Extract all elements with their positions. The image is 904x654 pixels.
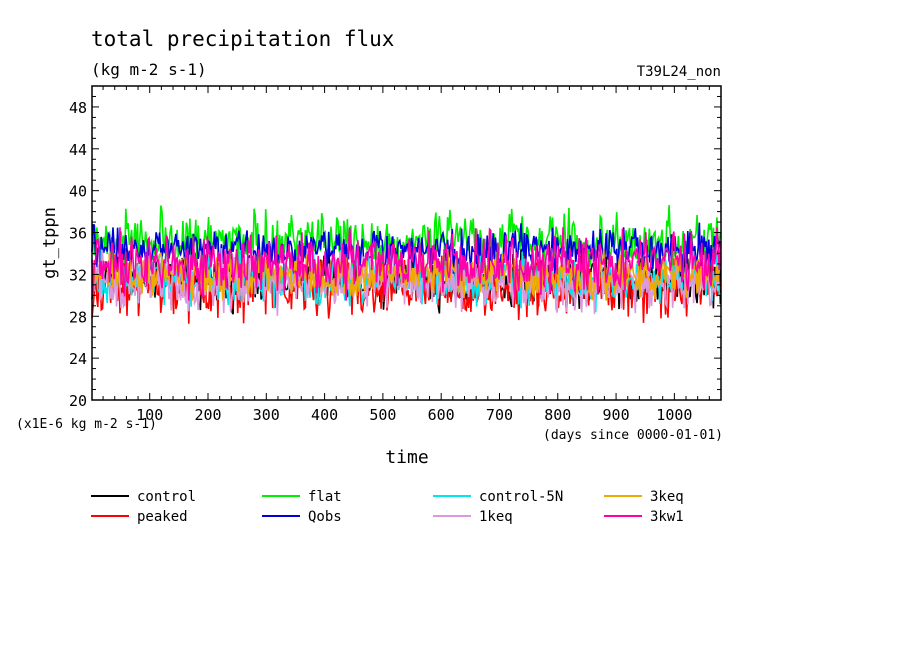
x-tick-label: 900 (603, 406, 630, 424)
legend-item-Qobs: Qobs (262, 509, 342, 525)
legend: control peaked flat Qobs control-5N 1keq 3keq 3… (91, 489, 684, 525)
x-tick-label: 1000 (656, 406, 692, 424)
legend-label: control (137, 489, 196, 505)
x-tick-label: 100 (136, 406, 163, 424)
series-line-flat (91, 205, 722, 275)
legend-label: control-5N (479, 489, 563, 505)
x-tick-label: 500 (369, 406, 396, 424)
series-line-Qobs (91, 222, 721, 278)
legend-item-control-5N: control-5N (433, 489, 563, 505)
legend-item-flat: flat (262, 489, 342, 505)
run-label: T39L24_non (637, 64, 721, 80)
legend-item-3kw1: 3kw1 (604, 509, 684, 525)
x-axis-label: time (385, 447, 428, 468)
legend-item-control: control (91, 489, 196, 505)
y-tick-label: 44 (69, 141, 87, 159)
y-tick-label: 28 (69, 308, 87, 326)
y-tick-label: 40 (69, 183, 87, 201)
y-axis-label: gt_tppn (40, 207, 60, 279)
y-tick-label: 32 (69, 266, 87, 284)
y-tick-label: 24 (69, 350, 87, 368)
x-tick-label: 800 (544, 406, 571, 424)
y-tick-label: 36 (69, 225, 87, 243)
legend-label: Qobs (308, 509, 342, 525)
legend-label: 3keq (650, 489, 684, 505)
x-unit-note: (days since 0000-01-01) (543, 428, 723, 443)
y-tick-label: 48 (69, 99, 87, 117)
series-line-3kw1 (91, 227, 722, 301)
chart-subtitle: (kg m-2 s-1) (91, 60, 207, 79)
tick-layer: 20 24 28 32 36 40 44 48 100 200 300 400 500 600 700 800… (69, 85, 722, 424)
x-tick-label: 700 (486, 406, 513, 424)
x-tick-label: 300 (253, 406, 280, 424)
chart-title: total precipitation flux (91, 27, 394, 51)
legend-item-1keq: 1keq (433, 509, 513, 525)
legend-label: flat (308, 489, 342, 505)
series-line-control-5N (91, 249, 722, 313)
legend-label: 3kw1 (650, 509, 684, 525)
legend-label: peaked (137, 509, 188, 525)
x-tick-label: 400 (311, 406, 338, 424)
x-tick-label: 600 (428, 406, 455, 424)
y-unit-note: (x1E-6 kg m-2 s-1) (16, 417, 157, 432)
legend-label: 1keq (479, 509, 513, 525)
series-layer (91, 205, 722, 324)
legend-item-3keq: 3keq (604, 489, 684, 505)
legend-item-peaked: peaked (91, 509, 188, 525)
y-tick-label: 20 (69, 392, 87, 410)
x-tick-label: 200 (194, 406, 221, 424)
